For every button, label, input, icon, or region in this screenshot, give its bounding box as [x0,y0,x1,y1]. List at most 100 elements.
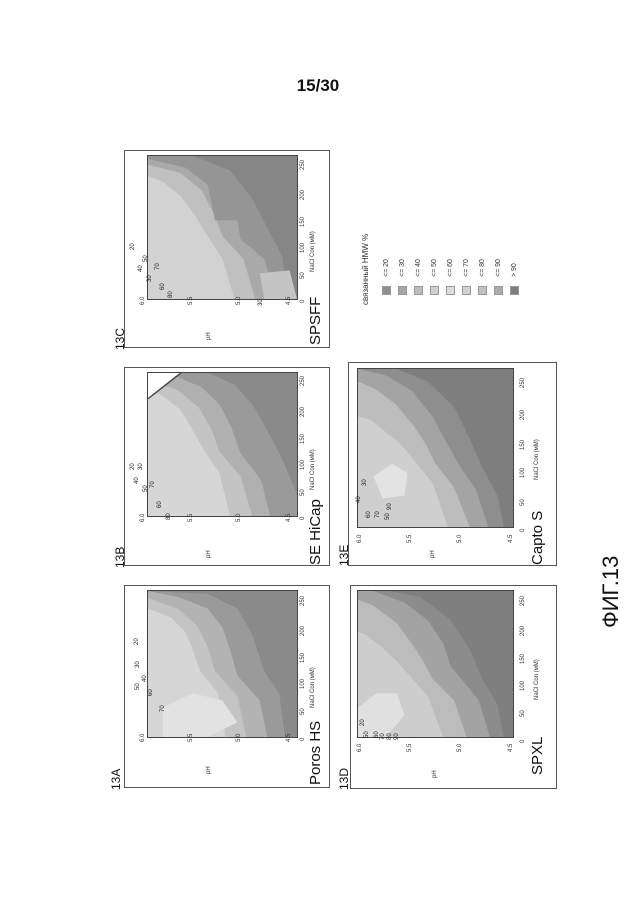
legend-item-label: <= 70 [463,259,470,277]
contour-label: 90 [387,503,393,510]
x-tick-label: 50 [520,710,526,717]
y-tick-label: 5.5 [188,514,194,522]
y-tick-label: 4.5 [286,514,292,522]
contour-label: 60 [148,689,154,696]
y-tick-label: 6.0 [357,535,363,543]
contour-label: 70 [155,263,161,270]
legend-item-label: <= 80 [479,259,486,277]
x-tick-label: 250 [300,160,306,170]
y-tick-label: 5.5 [188,734,194,742]
x-axis-label: NaCl Con (мМ) [534,439,540,480]
contour-label: 80 [166,513,172,520]
contour-label: 20 [134,638,140,645]
contour-label: 70 [150,481,156,488]
contour-label: 30 [147,275,153,282]
legend-item-label: > 90 [511,263,518,277]
x-axis-label: NaCl Con (мМ) [534,659,540,700]
legend-swatch [398,286,407,295]
panel-name: SE HiCap [308,499,323,565]
legend-item-label: <= 90 [495,259,502,277]
x-tick-label: 200 [520,410,526,420]
x-tick-label: 200 [520,626,526,636]
x-tick-label: 100 [520,681,526,691]
y-tick-label: 5.0 [457,535,463,543]
contour-label: 30 [258,299,264,306]
x-tick-label: 150 [300,217,306,227]
legend-item-label: <= 30 [399,259,406,277]
x-tick-label: 150 [300,434,306,444]
x-axis-label: NaCl Con (мМ) [310,231,316,272]
legend-item-label: <= 50 [431,259,438,277]
y-tick-label: 5.0 [236,297,242,305]
x-tick-label: 50 [520,499,526,506]
contour-label: 20 [130,243,136,250]
x-tick-label: 250 [300,376,306,386]
contour-label: 70 [380,733,386,740]
x-axis-label: NaCl Con (мМ) [310,667,316,708]
y-tick-label: 6.0 [140,734,146,742]
panel-label: 13A [110,769,122,790]
y-tick-label: 4.5 [508,535,514,543]
contour-label: 50 [385,513,391,520]
legend-swatch [382,286,391,295]
y-tick-label: 5.5 [407,744,413,752]
y-tick-label: 6.0 [140,297,146,305]
y-tick-label: 5.0 [236,514,242,522]
y-axis-label: pH [206,332,212,340]
x-tick-label: 250 [520,596,526,606]
legend-swatch [414,286,423,295]
y-tick-label: 5.5 [188,297,194,305]
panel-name: SPSFF [308,297,323,345]
contour-label: 50 [135,683,141,690]
x-tick-label: 0 [520,740,526,743]
legend-swatch [494,286,503,295]
y-axis-label: pH [432,770,438,778]
legend-title: связанный HMW % [362,234,370,305]
figure-caption: ФИГ.13 [600,556,622,628]
contour-label: 20 [360,719,366,726]
contour-label: 60 [160,283,166,290]
x-tick-label: 0 [300,300,306,303]
contour-plot [147,155,298,300]
contour-label: 70 [160,705,166,712]
contour-label: 60 [366,511,372,518]
x-tick-label: 150 [520,440,526,450]
contour-label: 50 [364,731,370,738]
x-tick-label: 50 [300,272,306,279]
contour-label: 40 [142,675,148,682]
y-tick-label: 6.0 [357,744,363,752]
x-tick-label: 0 [300,517,306,520]
x-tick-label: 200 [300,190,306,200]
panel-name: Capto S [530,511,545,565]
contour-label: 30 [135,661,141,668]
y-axis-label: pH [430,550,436,558]
contour-label: 30 [138,463,144,470]
legend-swatch [446,286,455,295]
x-tick-label: 0 [300,738,306,741]
legend-item-label: <= 20 [383,259,390,277]
panel-label: 13D [338,768,350,790]
panel-name: SPXL [530,737,545,775]
x-axis-label: NaCl Con (мМ) [310,449,316,490]
legend-swatch [462,286,471,295]
legend-swatch [478,286,487,295]
y-tick-label: 4.5 [286,734,292,742]
x-tick-label: 200 [300,626,306,636]
x-tick-label: 150 [300,653,306,663]
y-tick-label: 5.0 [457,744,463,752]
x-tick-label: 200 [300,407,306,417]
x-tick-label: 250 [520,378,526,388]
legend-swatch [430,286,439,295]
contour-label: 70 [375,511,381,518]
contour-label: 80 [168,291,174,298]
x-tick-label: 100 [300,460,306,470]
contour-label: 40 [138,265,144,272]
x-tick-label: 250 [300,596,306,606]
contour-label: 50 [143,255,149,262]
y-tick-label: 6.0 [140,514,146,522]
contour-label: 20 [130,463,136,470]
y-axis-label: pH [206,550,212,558]
contour-label: 30 [362,479,368,486]
y-tick-label: 5.0 [236,734,242,742]
contour-plot [357,590,514,738]
